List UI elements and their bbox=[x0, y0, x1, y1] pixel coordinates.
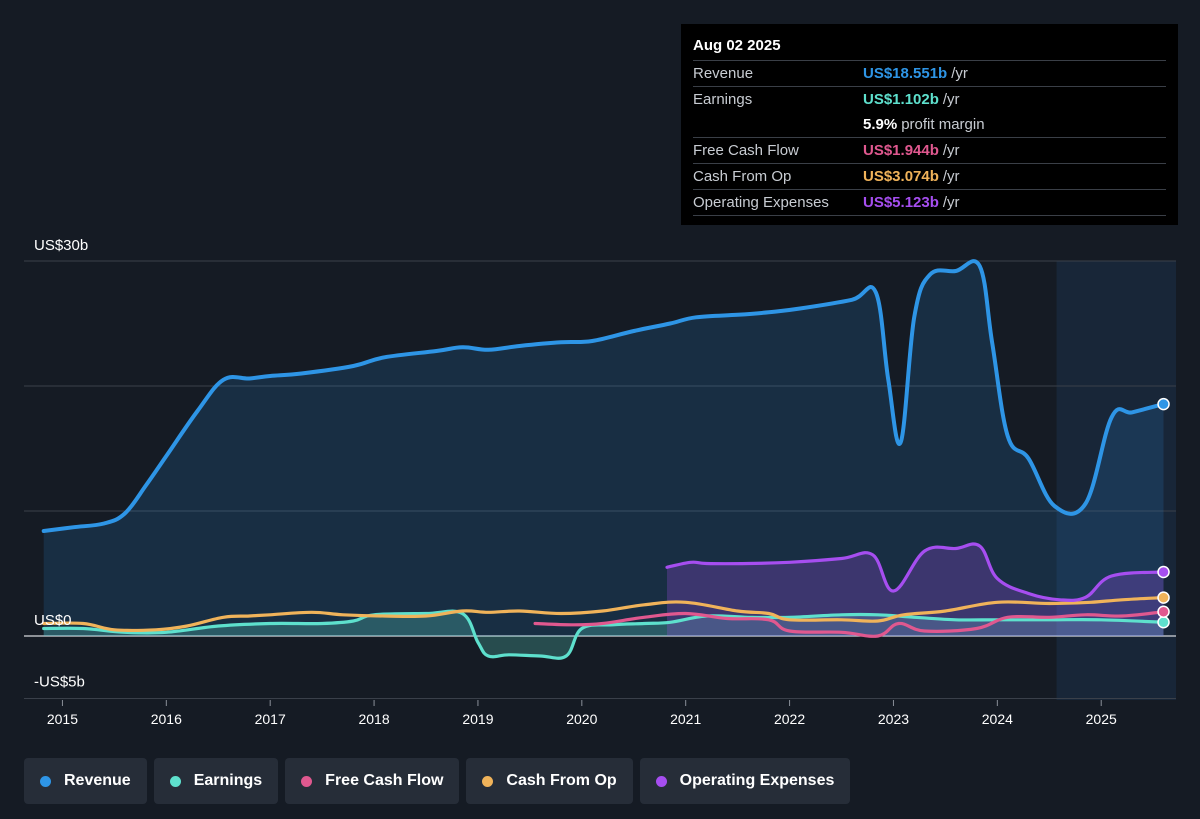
tooltip-value: US$3.074b bbox=[863, 168, 939, 185]
tooltip-value: 5.9% bbox=[863, 116, 898, 133]
tooltip-label: Cash From Op bbox=[693, 168, 792, 185]
chart-legend: Revenue Earnings Free Cash Flow Cash Fro… bbox=[24, 758, 851, 804]
area-fill-operating-expenses bbox=[667, 543, 1164, 636]
tooltip-value: US$1.944b bbox=[863, 142, 939, 159]
x-tick-label: 2017 bbox=[255, 711, 286, 727]
tooltip-label: Free Cash Flow bbox=[693, 142, 799, 159]
tooltip-unit: /yr bbox=[951, 65, 968, 82]
x-tick-label: 2019 bbox=[462, 711, 493, 727]
legend-item-revenue[interactable]: Revenue bbox=[24, 758, 147, 804]
x-tick-label: 2024 bbox=[982, 711, 1013, 727]
tooltip-unit: profit margin bbox=[901, 116, 985, 133]
legend-dot-icon bbox=[40, 775, 51, 787]
tooltip-unit: /yr bbox=[942, 142, 960, 159]
legend-label: Earnings bbox=[193, 772, 263, 789]
legend-item-cash-from-op[interactable]: Cash From Op bbox=[466, 758, 633, 804]
tooltip-label: Operating Expenses bbox=[693, 194, 829, 211]
end-point-cash-from-op bbox=[1157, 591, 1170, 604]
tooltip-value: US$5.123b bbox=[863, 194, 939, 211]
series-line-earnings bbox=[42, 609, 1166, 660]
x-tick-label: 2025 bbox=[1086, 711, 1117, 727]
legend-label: Free Cash Flow bbox=[325, 772, 444, 789]
series-fills bbox=[43, 261, 1164, 659]
legend-dot-icon bbox=[482, 775, 494, 787]
x-tick-label: 2015 bbox=[47, 711, 78, 727]
tooltip-unit: /yr bbox=[942, 91, 960, 108]
x-tick-label: 2020 bbox=[566, 711, 597, 727]
tooltip-unit: /yr bbox=[942, 168, 960, 185]
tooltip-label: Revenue bbox=[693, 65, 754, 82]
end-point-revenue bbox=[1157, 397, 1170, 411]
tooltip-value: US$18.551b bbox=[863, 65, 948, 82]
tooltip-row-cash-from-op: Cash From Op US$3.074b /yr bbox=[693, 163, 1166, 189]
tooltip-date: Aug 02 2025 bbox=[693, 37, 781, 54]
tooltip-value: US$1.102b bbox=[863, 91, 939, 108]
x-tick-label: 2016 bbox=[151, 711, 182, 727]
x-tick-label: 2023 bbox=[878, 711, 909, 727]
y-axis-labels: US$30b US$0 -US$5b bbox=[34, 237, 88, 691]
y-axis-label: US$0 bbox=[34, 612, 72, 629]
series-line-operating-expenses bbox=[665, 542, 1166, 602]
end-point-earnings bbox=[1157, 616, 1170, 629]
legend-item-earnings[interactable]: Earnings bbox=[153, 758, 279, 804]
series-lines bbox=[41, 259, 1166, 660]
legend-dot-icon bbox=[169, 775, 181, 787]
legend-dot-icon bbox=[301, 775, 313, 787]
tooltip-row-earnings: Earnings US$1.102b /yr bbox=[693, 86, 1166, 112]
x-tick-label: 2022 bbox=[774, 711, 805, 727]
forecast-shade bbox=[1056, 261, 1176, 700]
legend-label: Operating Expenses bbox=[679, 772, 835, 789]
legend-item-free-cash-flow[interactable]: Free Cash Flow bbox=[285, 758, 460, 804]
y-axis-label: US$30b bbox=[34, 237, 88, 254]
tooltip-row-profit-margin: 5.9% profit margin bbox=[693, 112, 1166, 137]
tooltip-label: Earnings bbox=[693, 91, 753, 108]
tooltip-row-free-cash-flow: Free Cash Flow US$1.944b /yr bbox=[693, 137, 1166, 163]
legend-item-operating-expenses[interactable]: Operating Expenses bbox=[639, 758, 851, 804]
area-fill-earnings bbox=[43, 611, 1164, 659]
series-end-dots bbox=[1157, 397, 1170, 629]
series-line-revenue bbox=[41, 259, 1166, 533]
tooltip-row-operating-expenses: Operating Expenses US$5.123b /yr bbox=[693, 189, 1166, 216]
legend-dot-icon bbox=[655, 775, 667, 787]
end-point-operating-expenses bbox=[1157, 565, 1170, 579]
tooltip-unit: /yr bbox=[942, 194, 960, 211]
tooltip-panel: Aug 02 2025 Revenue US$18.551b /yr Earni… bbox=[681, 24, 1178, 225]
legend-label: Cash From Op bbox=[506, 772, 617, 789]
series-line-cash-from-op bbox=[42, 596, 1166, 633]
tooltip-row-revenue: Revenue US$18.551b /yr bbox=[693, 60, 1166, 86]
x-axis-ticks: 2015 2016 2017 2018 2019 2020 2021 2022 2023 2024… bbox=[47, 700, 1117, 727]
x-tick-label: 2021 bbox=[670, 711, 701, 727]
end-point-free-cash-flow bbox=[1157, 605, 1170, 618]
series-line-free-cash-flow bbox=[533, 610, 1166, 638]
x-tick-label: 2018 bbox=[358, 711, 389, 727]
y-axis-label: -US$5b bbox=[34, 674, 85, 691]
legend-label: Revenue bbox=[64, 772, 131, 789]
